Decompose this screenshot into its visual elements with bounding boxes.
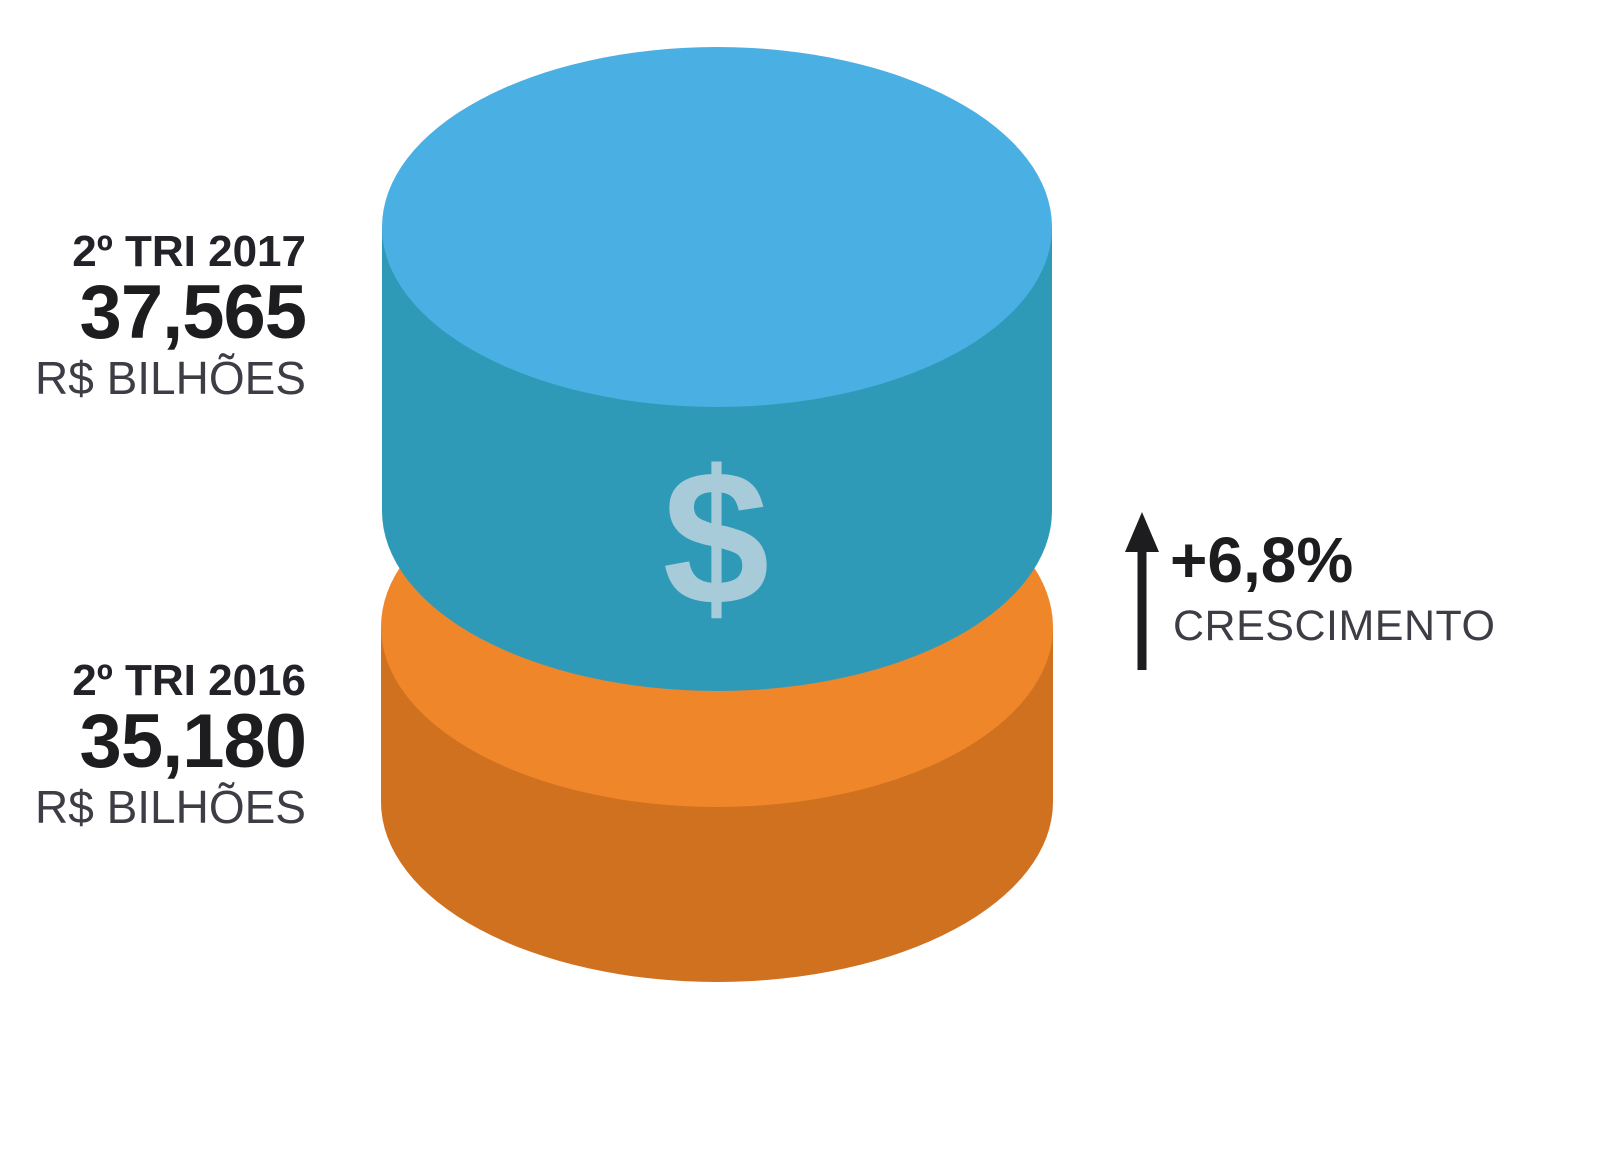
value-2016: 35,180 xyxy=(79,699,307,784)
coin-2017 xyxy=(382,47,1052,691)
dollar-sign-icon: $ xyxy=(663,430,770,645)
arrow-up-head xyxy=(1125,512,1159,552)
value-block-2016: 2º TRI 2016 35,180 R$ BILHÕES xyxy=(35,656,307,834)
arrow-up-icon xyxy=(1125,512,1159,670)
growth-percentage: +6,8% xyxy=(1170,524,1354,596)
growth-caption: CRESCIMENTO xyxy=(1173,602,1496,650)
period-label-2016: 2º TRI 2016 xyxy=(72,656,306,705)
unit-label-2016: R$ BILHÕES xyxy=(35,781,306,833)
arrow-up-stem xyxy=(1137,546,1147,670)
unit-label-2017: R$ BILHÕES xyxy=(35,352,306,404)
period-label-2017: 2º TRI 2017 xyxy=(72,227,306,276)
value-2017: 37,565 xyxy=(79,270,307,355)
coin-2017-top-face xyxy=(382,47,1052,407)
value-block-2017: 2º TRI 2017 37,565 R$ BILHÕES xyxy=(35,227,307,405)
